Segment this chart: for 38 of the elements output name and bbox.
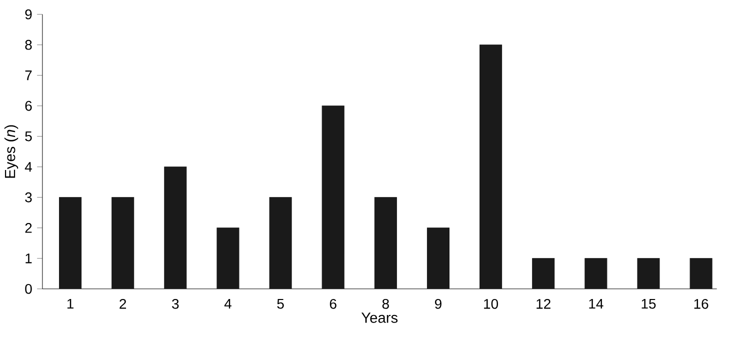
bar bbox=[269, 197, 292, 289]
y-tick-label: 1 bbox=[26, 254, 32, 264]
bar bbox=[59, 197, 82, 289]
bar bbox=[216, 228, 240, 289]
y-tick-label: 6 bbox=[25, 100, 32, 111]
x-tick-label: 4 bbox=[224, 299, 232, 309]
bar bbox=[426, 228, 450, 289]
x-tick-label: 10 bbox=[484, 299, 498, 309]
x-tick-label: 2 bbox=[120, 299, 126, 309]
bar bbox=[637, 258, 660, 289]
x-tick-label: 14 bbox=[589, 299, 604, 309]
bar bbox=[374, 197, 397, 289]
y-tick-label: 4 bbox=[24, 162, 32, 172]
x-tick-label: 3 bbox=[172, 299, 179, 309]
bar bbox=[690, 258, 712, 289]
bar bbox=[584, 258, 608, 289]
bar bbox=[164, 166, 187, 289]
y-tick-label: 5 bbox=[25, 132, 32, 142]
x-tick-label: 8 bbox=[382, 299, 389, 309]
bar bbox=[480, 44, 502, 289]
y-tick-label: 8 bbox=[25, 40, 32, 50]
y-tick-label: 9 bbox=[25, 9, 32, 20]
bar bbox=[532, 258, 555, 289]
y-axis-title: Eyes (n) bbox=[4, 125, 18, 178]
x-tick-label: 1 bbox=[67, 299, 74, 309]
x-tick-label: 16 bbox=[694, 299, 708, 309]
x-tick-label: 9 bbox=[434, 299, 442, 309]
y-tick-label: 0 bbox=[25, 284, 32, 294]
x-tick-label: 12 bbox=[536, 299, 550, 309]
y-tick-label: 3 bbox=[25, 192, 32, 202]
x-tick-label: 15 bbox=[642, 299, 656, 309]
x-tick-label: 6 bbox=[330, 299, 336, 309]
x-axis-title: Years bbox=[361, 312, 398, 323]
x-tick-label: 5 bbox=[277, 299, 284, 309]
y-tick-label: 2 bbox=[25, 223, 32, 233]
bar bbox=[322, 106, 344, 289]
bar bbox=[112, 197, 134, 289]
y-tick-label: 7 bbox=[25, 70, 32, 80]
